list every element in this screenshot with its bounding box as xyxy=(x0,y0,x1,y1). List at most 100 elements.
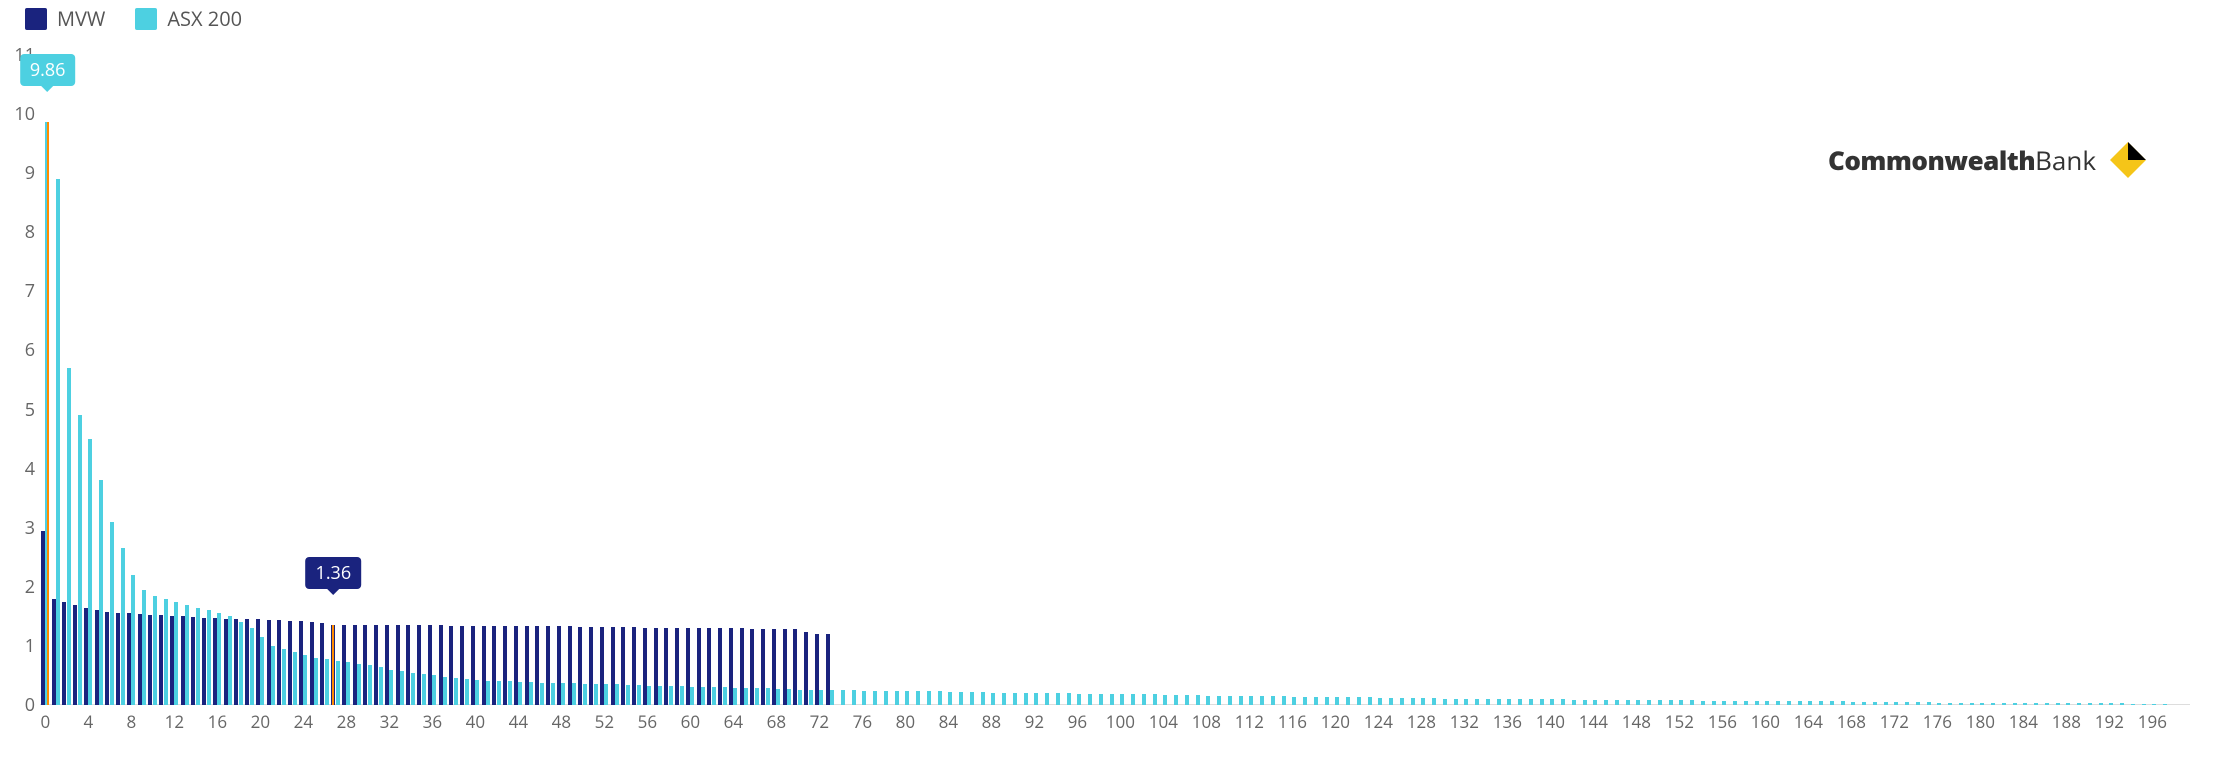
bar[interactable] xyxy=(374,625,378,705)
bar[interactable] xyxy=(1550,699,1554,705)
bar[interactable] xyxy=(385,625,389,705)
bar[interactable] xyxy=(342,625,346,705)
bar[interactable] xyxy=(174,602,178,705)
bar[interactable] xyxy=(2163,704,2167,705)
bar[interactable] xyxy=(852,690,856,705)
bar[interactable] xyxy=(1626,700,1630,705)
bar[interactable] xyxy=(809,690,813,705)
bar[interactable] xyxy=(84,608,88,706)
bar[interactable] xyxy=(389,670,393,705)
bar[interactable] xyxy=(357,664,361,705)
bar[interactable] xyxy=(841,690,845,705)
bar[interactable] xyxy=(1034,693,1038,705)
bar[interactable] xyxy=(99,480,103,705)
bar[interactable] xyxy=(2099,703,2103,705)
bar[interactable] xyxy=(895,691,899,705)
bar[interactable] xyxy=(1991,703,1995,705)
bar[interactable] xyxy=(1378,698,1382,705)
bar[interactable] xyxy=(1959,703,1963,705)
bar[interactable] xyxy=(568,626,572,705)
bar[interactable] xyxy=(697,628,701,705)
bar[interactable] xyxy=(701,687,705,705)
bar[interactable] xyxy=(239,622,243,705)
bar[interactable] xyxy=(1120,694,1124,705)
bar[interactable] xyxy=(492,626,496,705)
bar[interactable] xyxy=(1099,694,1103,705)
bar[interactable] xyxy=(185,605,189,705)
bar[interactable] xyxy=(862,691,866,705)
bar[interactable] xyxy=(675,628,679,705)
bar[interactable] xyxy=(153,596,157,705)
bar[interactable] xyxy=(432,675,436,705)
bar[interactable] xyxy=(1647,700,1651,705)
bar[interactable] xyxy=(766,688,770,705)
bar[interactable] xyxy=(1314,697,1318,705)
bar[interactable] xyxy=(615,684,619,705)
bar[interactable] xyxy=(1486,699,1490,706)
bar[interactable] xyxy=(1282,696,1286,705)
bar[interactable] xyxy=(62,602,66,705)
bar[interactable] xyxy=(293,652,297,705)
bar[interactable] xyxy=(604,684,608,705)
bar[interactable] xyxy=(2142,704,2146,705)
bar[interactable] xyxy=(2088,703,2092,705)
bar[interactable] xyxy=(1045,693,1049,705)
bar[interactable] xyxy=(428,625,432,705)
bar[interactable] xyxy=(267,620,271,705)
bar[interactable] xyxy=(1636,700,1640,705)
bar[interactable] xyxy=(1615,700,1619,705)
bar[interactable] xyxy=(1507,699,1511,705)
bar[interactable] xyxy=(815,634,819,705)
bar[interactable] xyxy=(991,693,995,705)
bar[interactable] xyxy=(1572,700,1576,705)
bar[interactable] xyxy=(535,626,539,705)
bar[interactable] xyxy=(793,629,797,705)
bar[interactable] xyxy=(772,629,776,705)
bar[interactable] xyxy=(1851,702,1855,705)
bar[interactable] xyxy=(508,681,512,705)
bar[interactable] xyxy=(611,627,615,705)
bar[interactable] xyxy=(368,665,372,705)
bar[interactable] xyxy=(664,628,668,705)
bar[interactable] xyxy=(1325,697,1329,705)
bar[interactable] xyxy=(589,627,593,705)
bar[interactable] xyxy=(637,685,641,705)
bar[interactable] xyxy=(475,680,479,705)
bar[interactable] xyxy=(572,683,576,705)
bar[interactable] xyxy=(600,627,604,705)
bar[interactable] xyxy=(578,627,582,705)
bar[interactable] xyxy=(260,637,264,705)
bar[interactable] xyxy=(217,613,221,705)
bar[interactable] xyxy=(1454,699,1458,706)
bar[interactable] xyxy=(1443,699,1447,706)
bar[interactable] xyxy=(271,646,275,705)
bar[interactable] xyxy=(1056,693,1060,705)
bar[interactable] xyxy=(277,620,281,705)
bar[interactable] xyxy=(1540,699,1544,705)
bar[interactable] xyxy=(514,626,518,705)
bar[interactable] xyxy=(1776,701,1780,705)
bar[interactable] xyxy=(546,626,550,705)
bar[interactable] xyxy=(1712,701,1716,705)
bar[interactable] xyxy=(1669,700,1673,705)
bar[interactable] xyxy=(873,691,877,705)
bar[interactable] xyxy=(52,599,56,705)
bar[interactable] xyxy=(884,691,888,705)
bar[interactable] xyxy=(1884,702,1888,705)
bar[interactable] xyxy=(744,688,748,705)
bar[interactable] xyxy=(1593,700,1597,705)
bar[interactable] xyxy=(1819,701,1823,705)
bar[interactable] xyxy=(1561,699,1565,705)
bar[interactable] xyxy=(288,621,292,706)
bar[interactable] xyxy=(1808,701,1812,705)
bar[interactable] xyxy=(1905,702,1909,705)
bar[interactable] xyxy=(927,691,931,705)
bar[interactable] xyxy=(686,628,690,705)
bar[interactable] xyxy=(557,626,561,705)
bar[interactable] xyxy=(95,610,99,705)
bar[interactable] xyxy=(1701,701,1705,705)
bar[interactable] xyxy=(1228,696,1232,705)
bar[interactable] xyxy=(1196,695,1200,705)
bar[interactable] xyxy=(2002,703,2006,705)
bar[interactable] xyxy=(88,439,92,705)
